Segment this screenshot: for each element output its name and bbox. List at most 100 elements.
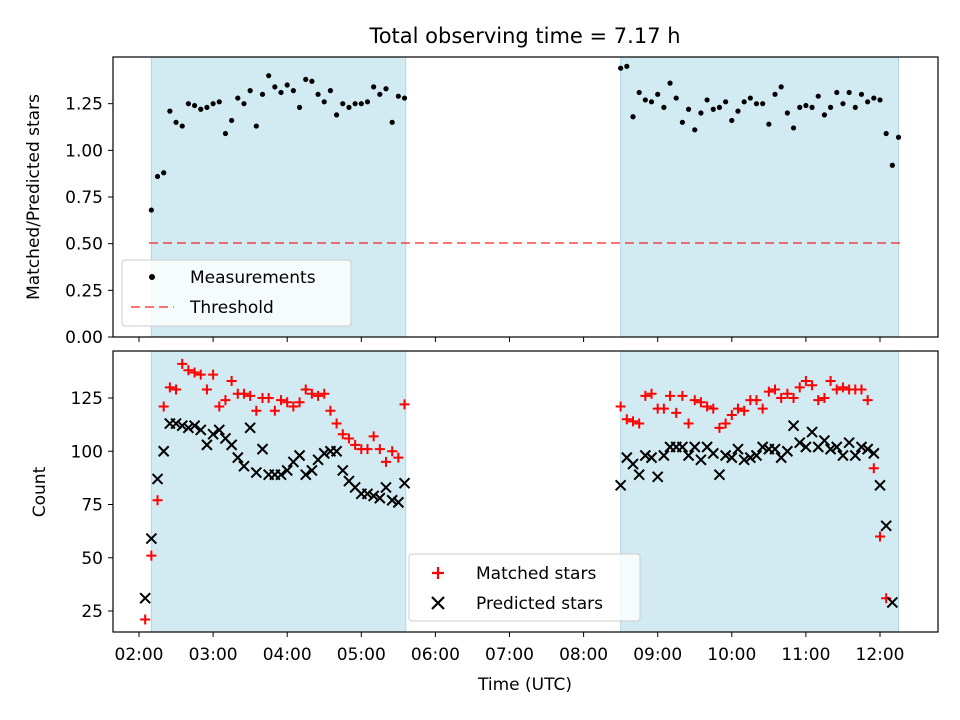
measurement-point [729,117,735,124]
measurement-point [364,99,371,105]
measurement-point [235,95,241,101]
measurement-point [679,119,686,125]
predicted-star-point [225,439,238,451]
y-tick-label: 0.00 [65,328,103,348]
measurement-point [772,91,778,97]
predicted-star-point [374,492,386,504]
measurement-point [278,89,284,96]
matched-star-point [776,393,787,403]
measurements-legend-label: Measurements [190,268,316,288]
matched-star-point [140,614,151,625]
x-tick-label: 05:00 [337,645,386,665]
predicted-stars-points [139,417,899,609]
matched-star-point [807,380,818,391]
measurement-point [778,84,784,90]
matched-star-point [794,382,805,393]
matched-star-point [337,429,348,440]
matched-star-point [214,401,225,412]
x-tick-label: 07:00 [485,645,534,665]
predicted-star-point [794,437,806,449]
matched-star-point [677,390,688,401]
measurement-point [204,104,210,110]
shaded-interval-1 [150,350,407,633]
predicted-star-point [732,443,744,455]
measurement-point [840,101,846,107]
predicted-star-point [157,445,170,457]
measurement-point [173,119,179,125]
matched-star-point [201,384,212,395]
top-panel: 0.00 0.25 0.50 0.75 1.00 1.25 Matched/Predict… [24,56,939,348]
y-tick-label: 1.00 [65,141,103,161]
predicted-star-point [207,428,219,440]
predicted-star-point [806,426,818,438]
x-tick-label: 06:00 [411,645,460,665]
measurement-point [185,101,191,107]
measurement-point [871,95,877,101]
matched-star-point [615,401,626,412]
matched-star-point [220,395,231,406]
matched-star-point [689,395,700,406]
matched-star-point [732,403,743,414]
matched-star-point [208,369,219,380]
measurement-point [877,97,883,103]
matched-star-point [300,384,311,395]
predicted-star-point [238,460,250,472]
y-tick-label: 100 [71,442,103,462]
predicted-star-point [645,451,658,464]
measurement-point [161,170,167,176]
measurement-point [309,78,315,84]
predicted-star-point [756,441,769,453]
measurement-point [377,91,383,97]
top-legend: Measurements Threshold [121,259,352,327]
predicted-star-point [201,439,213,451]
measurement-point [784,110,790,116]
measurement-point [895,134,902,140]
predicted-star-point [139,592,151,604]
measurement-point [815,93,821,99]
measurement-point [753,101,760,107]
predicted-star-point [787,419,800,432]
bottom-panel: 25 50 75 100 125 02:00 03:00 04:00 05:00 06:00 07… [30,350,939,695]
measurement-point [346,104,352,110]
measurement-point [210,101,216,107]
measurement-point [692,127,698,133]
measurement-point [661,104,667,110]
predicted-star-point [707,447,719,460]
predicted-star-point [719,449,732,462]
matched-star-point [628,416,638,427]
matched-star-point [757,403,768,414]
y-tick-label: 25 [81,602,103,622]
predicted-star-point [300,468,312,481]
measurement-point [389,119,395,125]
matched-star-point [825,375,836,386]
matched-star-point [739,405,750,416]
predicted-star-point [386,494,398,506]
matched-star-point [702,401,713,412]
matched-star-point [800,375,811,386]
measurement-point [698,110,704,116]
matched-star-point [306,388,317,399]
matched-star-point [189,367,200,378]
matched-star-point [288,401,299,412]
matched-star-point [276,395,287,406]
bottom-axes-frame [112,350,939,633]
predicted-star-point [849,449,862,462]
matched-star-point [158,401,169,412]
measurements-legend-marker [149,274,155,280]
measurement-point [198,106,204,112]
measurement-point [334,112,340,118]
measurement-point [636,89,642,96]
matched-star-point [782,388,793,399]
measurement-point [247,88,253,94]
predicted-star-point [676,441,689,453]
measurement-point [809,104,815,110]
matched-star-point [856,384,867,395]
predicted-legend-label: Predicted stars [476,594,603,614]
measurement-point [655,91,661,97]
matched-star-point [238,388,249,399]
matched-star-point [714,422,725,433]
predicted-star-point [244,422,256,434]
matched-star-point [640,390,651,401]
measurement-point [395,93,401,99]
